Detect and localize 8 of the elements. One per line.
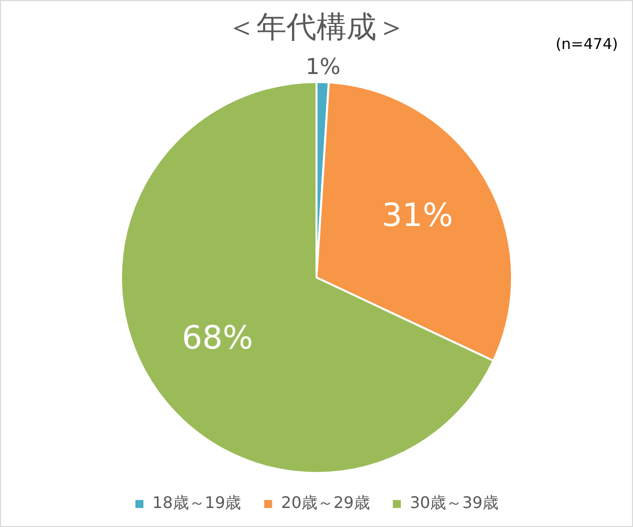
data-label: 1% [306,54,341,80]
data-label: 68% [182,318,254,357]
chart-title: ＜年代構成＞ [226,10,406,45]
legend-label: 18歳～19歳 [152,493,242,512]
legend-label: 30歳～39歳 [410,493,499,512]
legend-label: 20歳～29歳 [281,493,370,512]
text: (n=474) [556,34,618,53]
data-label: 31% [382,196,454,234]
